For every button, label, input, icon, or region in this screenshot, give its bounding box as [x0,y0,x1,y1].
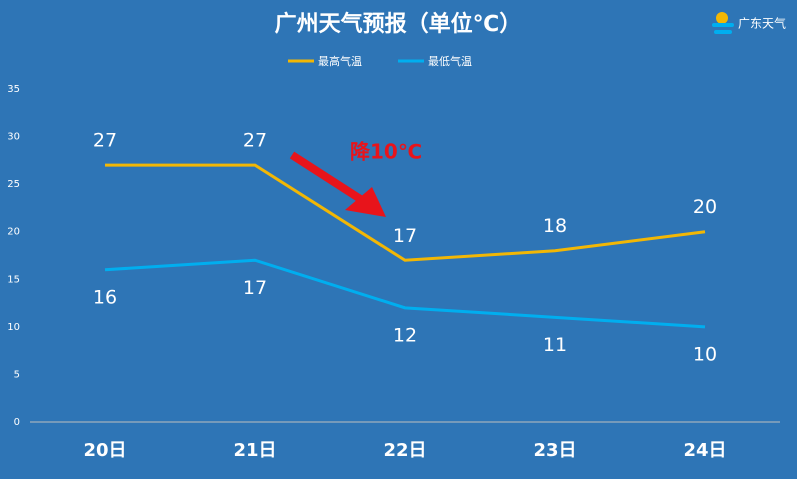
data-label: 20 [693,196,717,218]
y-tick-label: 25 [7,179,20,190]
logo: 广东天气 [712,12,786,34]
y-tick-label: 0 [14,417,20,428]
data-label: 17 [243,277,267,299]
arrow [289,151,386,217]
logo-sun [716,12,728,24]
arrow-shaft [289,151,368,206]
series-line [104,258,706,329]
legend-label: 最低气温 [428,54,472,68]
legend-label: 最高气温 [318,54,362,68]
y-tick-label: 35 [7,84,20,95]
y-tick-label: 10 [7,322,20,333]
y-tick-label: 20 [7,227,20,238]
x-tick-label: 24日 [683,440,726,461]
data-label: 16 [93,286,117,308]
x-tick-label: 20日 [83,440,126,461]
chart-title: 广州天气预报（单位℃） [275,11,522,37]
y-tick-label: 5 [14,369,20,380]
data-label: 11 [543,334,567,356]
data-label: 27 [93,130,117,152]
y-tick-label: 30 [7,132,20,143]
annotation: 降10℃ [350,140,422,164]
x-tick-label: 21日 [233,440,276,461]
y-tick-label: 15 [7,274,20,285]
data-label: 17 [393,225,417,247]
data-label: 27 [243,130,267,152]
data-label: 18 [543,215,567,237]
logo-text: 广东天气 [738,16,786,31]
data-label: 12 [393,324,417,346]
x-tick-label: 22日 [383,440,426,461]
logo-wave [714,30,732,34]
arrow-head [345,187,386,217]
x-tick-label: 23日 [533,440,576,461]
logo-wave [712,23,734,27]
series-line [105,163,706,262]
data-label: 10 [693,343,717,365]
